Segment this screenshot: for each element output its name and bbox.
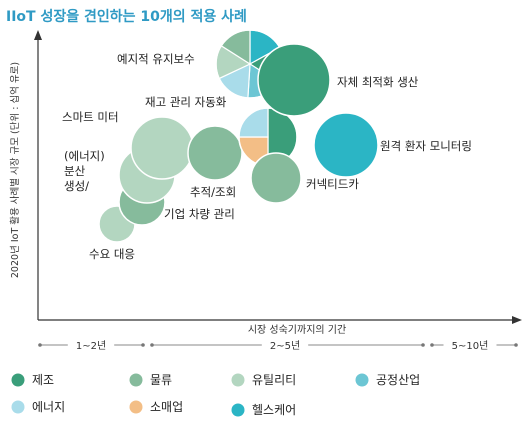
y-axis-arrow-icon [34,30,42,40]
bubble-slice [250,152,302,204]
bubble [187,125,243,181]
x-band-end-dot [514,343,518,347]
bubble [257,43,331,117]
legend-swatch [11,400,25,414]
legend-label: 제조 [32,373,54,387]
bubble-label: 추적/조회 [190,185,236,199]
bubble-label: 예지적 유지보수 [117,52,195,66]
legend-item: 소매업 [129,400,183,414]
x-axis-arrow-icon [512,316,522,324]
y-axis-label: 2020년 IoT 활용 사례별 시장 규모 (단위 : 십억 유로) [9,62,21,278]
legend-item: 에너지 [11,400,65,414]
legend-label: 물류 [150,373,172,387]
legend-swatch [231,403,245,417]
legend-swatch [355,373,369,387]
bubble-label: 커넥티드카 [306,177,359,191]
bubble-slice [187,125,243,181]
legend-label: 유틸리티 [252,373,296,387]
legend-swatch [129,373,143,387]
bubble [250,152,302,204]
legend-item: 물류 [129,373,172,387]
bubble [313,112,379,178]
bubble [130,116,194,180]
x-band: 5~10년 [430,340,518,352]
x-band-end-dot [421,343,425,347]
legend-label: 소매업 [150,400,183,414]
bubble-label-line: (에너지) [64,149,105,163]
legend-item: 유틸리티 [231,373,296,387]
x-bands: 1~2년 2~5년 5~10년 [38,340,518,352]
legend-label: 에너지 [32,400,65,414]
bubble-label: 기업 차량 관리 [164,207,235,221]
bubble-slice [257,43,331,117]
legend-swatch [11,373,25,387]
bubble-label: 원격 환자 모니터링 [380,139,472,153]
x-band: 2~5년 [150,340,425,352]
x-band: 1~2년 [38,340,145,352]
bubble-label: 재고 관리 자동화 [145,95,227,109]
chart-title: IIoT 성장을 견인하는 10개의 적용 사례 [6,8,247,25]
x-band-end-dot [38,343,42,347]
x-band-label: 2~5년 [270,340,300,352]
bubble-label: (에너지) 분산 생성/ [64,149,105,193]
legend-swatch [231,373,245,387]
x-band-label: 5~10년 [452,340,489,352]
bubble-slice [130,116,194,180]
legend-item: 헬스케어 [231,403,296,417]
x-band-end-dot [150,343,154,347]
bubble-slice [313,112,379,178]
bubble-label-line: 생성/ [64,179,89,193]
bubble-label: 수요 대응 [89,247,135,261]
x-band-label: 1~2년 [76,340,106,352]
bubble-label: 자체 최적화 생산 [337,75,419,89]
bubble-layer [98,29,379,243]
x-band-end-dot [141,343,145,347]
axes [34,30,522,324]
x-axis-label: 시장 성숙기까지의 기간 [248,324,346,336]
bubble-label: 스마트 미터 [62,110,119,124]
bubble-label-line: 분산 [64,164,86,178]
legend-swatch [129,400,143,414]
x-band-end-dot [430,343,434,347]
legend-label: 공정산업 [376,373,420,387]
legend-item: 공정산업 [355,373,420,387]
legend-item: 제조 [11,373,54,387]
legend-label: 헬스케어 [252,403,296,417]
